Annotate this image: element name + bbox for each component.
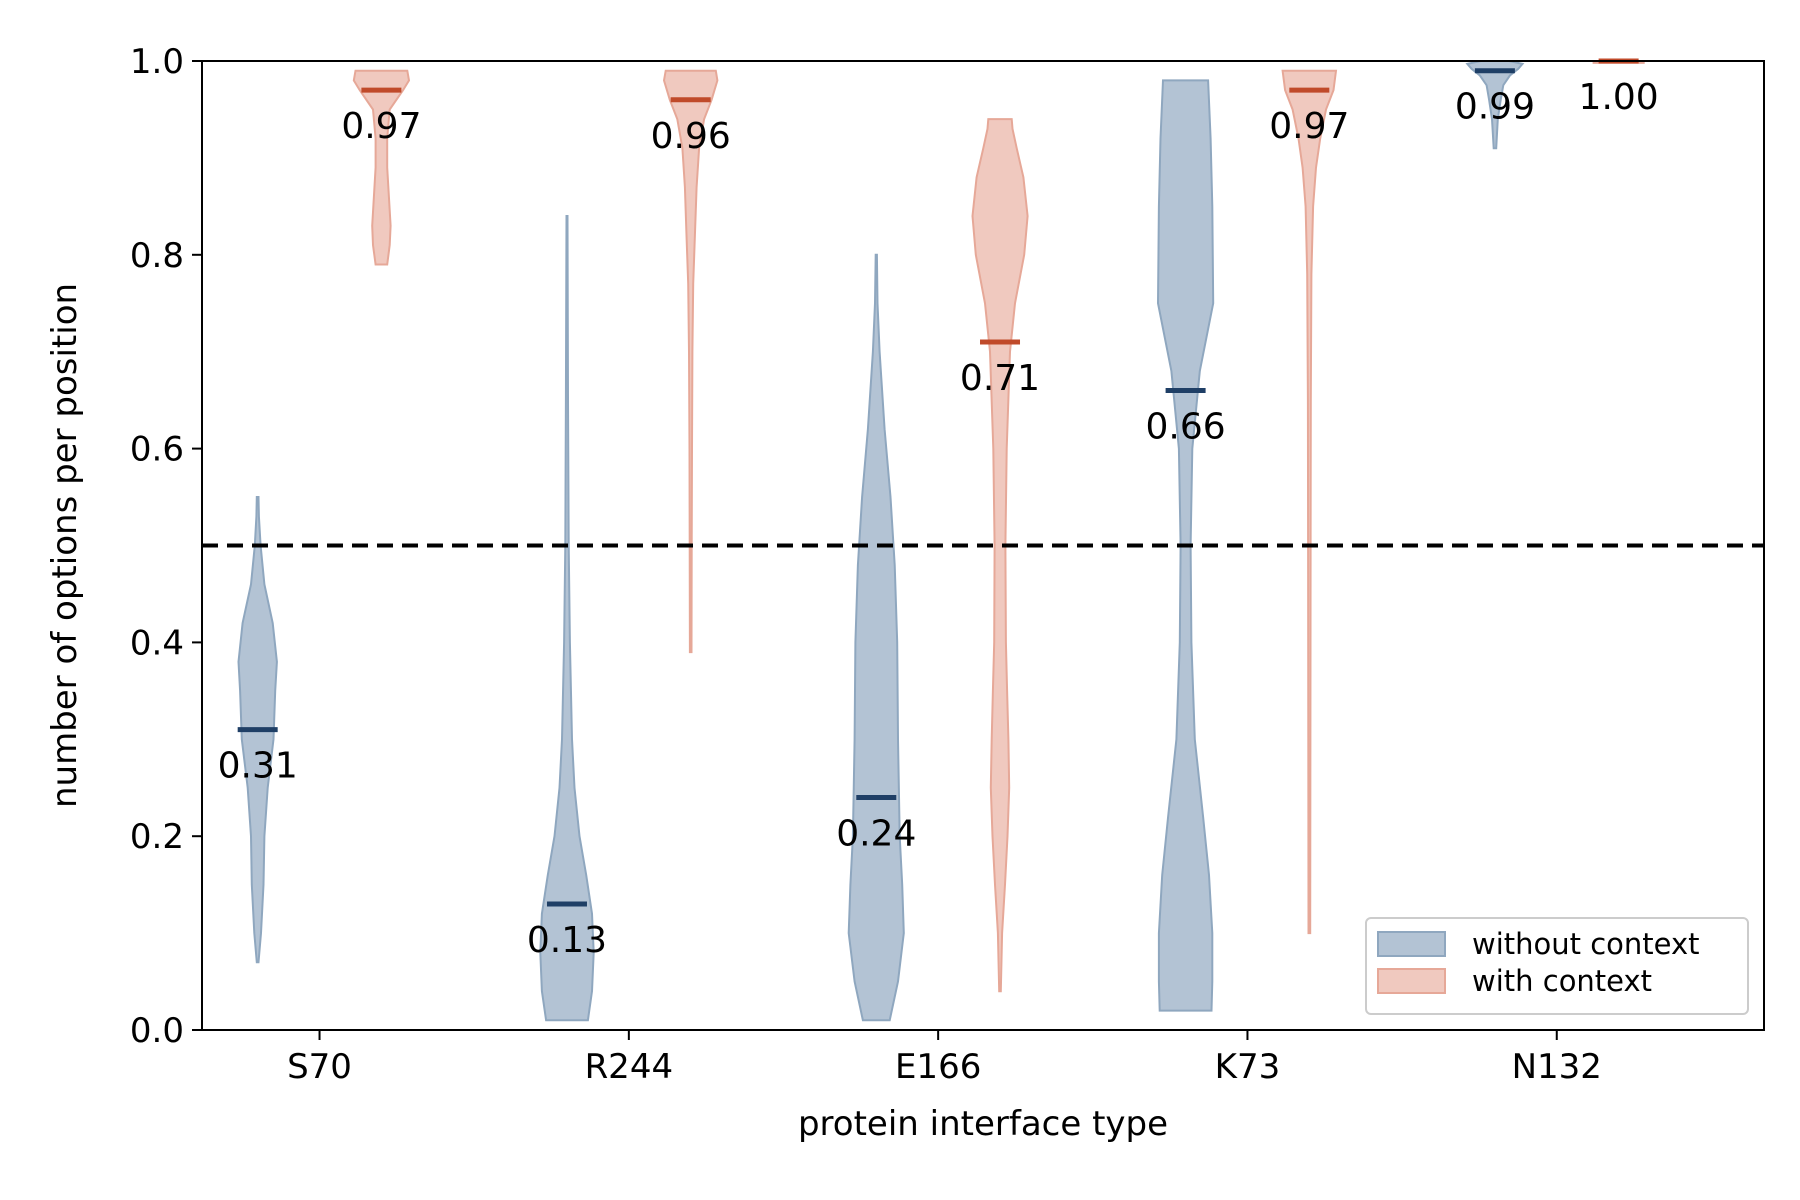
violin-with-context-R244 — [662, 69, 719, 654]
medians-layer — [237, 58, 1639, 907]
median-label-with-context-R244: 0.96 — [651, 116, 731, 157]
legend-label-with-context: with context — [1472, 964, 1652, 998]
legend: without context with context — [1365, 917, 1749, 1015]
median-label-with-context-N132: 1.00 — [1579, 77, 1659, 118]
plot-frame — [201, 60, 1765, 1031]
y-tick-label: 0.6 — [130, 430, 184, 470]
legend-swatch-without-context — [1377, 931, 1446, 957]
x-axis-ticks: S70 R244 E166 K73 N132 — [287, 1030, 1602, 1087]
y-axis-label: number of options per position — [45, 283, 85, 808]
y-tick-label: 0.0 — [130, 1011, 184, 1051]
median-labels-layer: 0.31 0.13 0.24 0.66 0.99 0.97 0.96 0.71 0.97 1.00 — [218, 77, 1659, 961]
median-label-without-context-N132: 0.99 — [1455, 87, 1535, 128]
y-axis-ticks: 0.0 0.2 0.4 0.6 0.8 1.0 — [130, 42, 202, 1051]
x-tick-label-K73: K73 — [1215, 1047, 1281, 1087]
x-tick-label-S70: S70 — [287, 1047, 352, 1087]
violin-with-context-S70 — [352, 69, 411, 266]
median-label-without-context-S70: 0.31 — [218, 746, 298, 787]
y-tick-label: 0.4 — [130, 623, 184, 663]
median-label-with-context-S70: 0.97 — [341, 106, 421, 147]
legend-box — [1365, 917, 1749, 1015]
violin-with-context-K73 — [1281, 69, 1338, 935]
median-label-without-context-R244: 0.13 — [527, 920, 607, 961]
y-tick-label: 0.8 — [130, 236, 184, 276]
violins-layer — [237, 60, 1645, 1022]
x-tick-label-N132: N132 — [1512, 1047, 1602, 1087]
violin-without-context-E166 — [847, 253, 905, 1022]
y-tick-label: 0.2 — [130, 817, 184, 857]
y-tick-label: 1.0 — [130, 42, 184, 82]
violin-without-context-R244 — [539, 215, 595, 1022]
median-label-with-context-E166: 0.71 — [960, 358, 1040, 399]
x-tick-label-E166: E166 — [895, 1047, 981, 1087]
median-label-with-context-K73: 0.97 — [1269, 106, 1349, 147]
legend-label-without-context: without context — [1472, 927, 1700, 961]
legend-swatch-with-context — [1377, 968, 1446, 994]
x-axis-label: protein interface type — [798, 1104, 1168, 1144]
x-tick-label-R244: R244 — [585, 1047, 674, 1087]
median-label-without-context-K73: 0.66 — [1146, 406, 1226, 447]
median-label-without-context-E166: 0.24 — [836, 813, 916, 854]
violin-with-context-E166 — [971, 118, 1029, 993]
